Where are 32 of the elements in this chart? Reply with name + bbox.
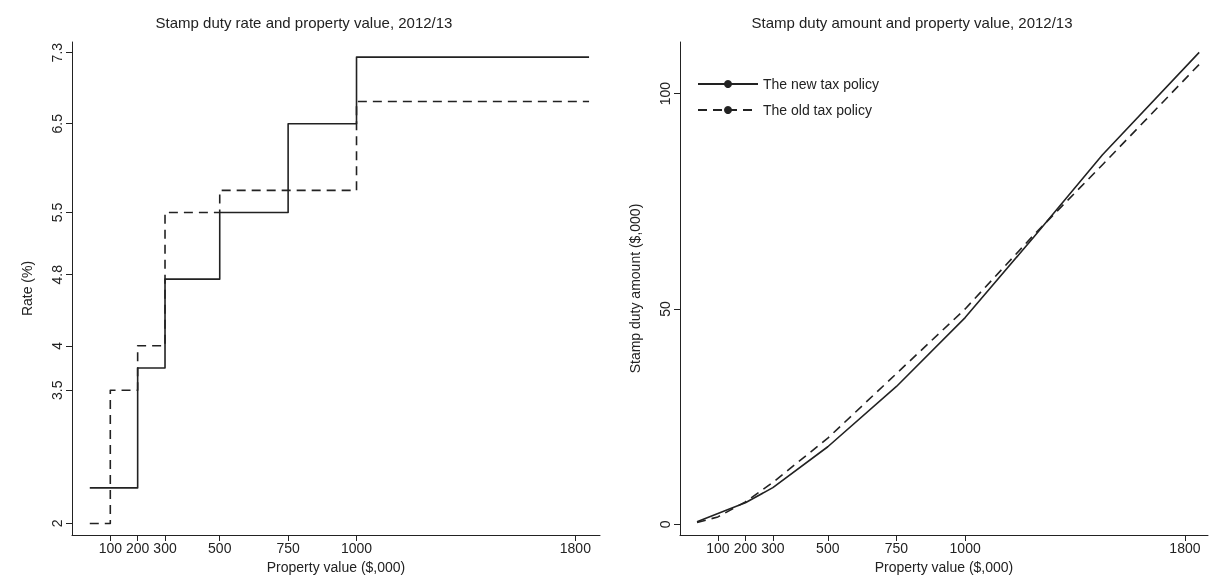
x-axis-title: Property value ($,000) bbox=[874, 558, 1014, 575]
y-tick-label: 3.5 bbox=[49, 380, 65, 400]
x-tick-label: 1000 bbox=[949, 540, 981, 556]
y-tick-label: 4 bbox=[49, 341, 65, 350]
chart-title: Stamp duty rate and property value, 2012/13 bbox=[155, 14, 453, 31]
x-tick-label: 300 bbox=[153, 540, 177, 556]
x-tick-label: 100 bbox=[98, 540, 123, 556]
y-tick-label: 6.5 bbox=[49, 113, 65, 134]
y-tick-label: 5.5 bbox=[49, 202, 65, 223]
legend-label: The old tax policy bbox=[763, 102, 872, 118]
y-axis-title: Stamp duty amount ($,000) bbox=[627, 203, 643, 374]
chart-title: Stamp duty amount and property value, 2012/13 bbox=[751, 14, 1073, 31]
legend-label: The new tax policy bbox=[763, 76, 879, 92]
y-tick-label: 4.8 bbox=[49, 264, 65, 285]
x-tick-label: 500 bbox=[208, 540, 232, 556]
x-tick-label: 500 bbox=[816, 540, 840, 556]
y-axis-title: Rate (%) bbox=[19, 260, 35, 317]
y-tick-label: 7.3 bbox=[49, 42, 65, 63]
x-tick-label: 1800 bbox=[559, 540, 592, 556]
x-axis-title: Property value ($,000) bbox=[266, 558, 406, 575]
x-tick-label: 200 bbox=[125, 540, 150, 556]
y-tick-label: 0 bbox=[657, 520, 673, 529]
x-tick-label: 1000 bbox=[340, 540, 373, 556]
x-tick-label: 1800 bbox=[1169, 540, 1201, 556]
y-tick-label: 100 bbox=[657, 81, 673, 106]
x-tick-label: 750 bbox=[884, 540, 909, 556]
y-tick-label: 50 bbox=[657, 300, 673, 317]
x-tick-label: 750 bbox=[276, 540, 301, 556]
x-tick-label: 300 bbox=[761, 540, 785, 556]
x-tick-label: 100 bbox=[706, 540, 730, 556]
x-tick-label: 200 bbox=[733, 540, 758, 556]
y-tick-label: 2 bbox=[49, 519, 65, 528]
